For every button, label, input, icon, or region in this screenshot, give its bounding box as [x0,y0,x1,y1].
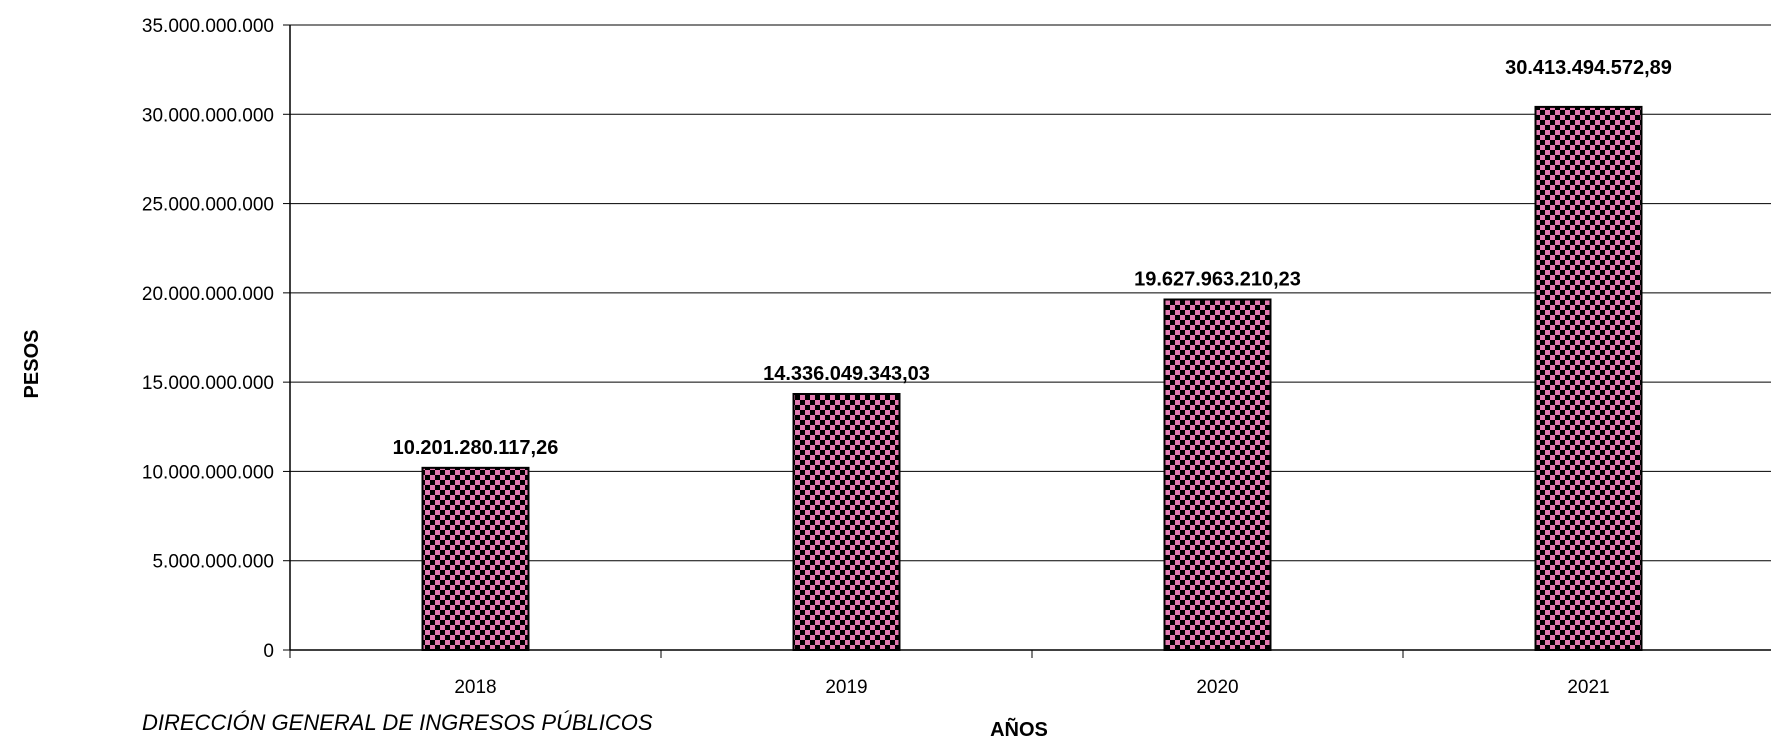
bar-2021 [1534,105,1643,652]
data-label-2019: 14.336.049.343,03 [763,363,930,385]
bars [421,105,1643,652]
x-tick-label-2019: 2019 [825,677,867,698]
y-tick-label: 0 [263,641,274,662]
data-label-2020: 19.627.963.210,23 [1134,269,1301,291]
axes [283,24,1771,658]
x-axis-title: AÑOS [990,718,1048,741]
y-tick-label: 35.000.000.000 [142,16,274,37]
bar-2020 [1163,298,1272,651]
y-tick-label: 5.000.000.000 [152,552,274,573]
x-tick-label-2018: 2018 [454,677,496,698]
y-tick-label: 30.000.000.000 [142,105,274,126]
data-label-2018: 10.201.280.117,26 [393,437,559,459]
y-tick-labels: 0 5.000.000.000 10.000.000.000 15.000.000.0… [142,16,274,662]
x-tick-label-2021: 2021 [1567,677,1609,698]
y-tick-label: 20.000.000.000 [142,284,274,305]
y-tick-label: 15.000.000.000 [142,373,274,394]
x-tick-label-2020: 2020 [1196,677,1238,698]
data-labels: 10.201.280.117,26 14.336.049.343,03 19.627… [393,57,1672,459]
gridlines [290,24,1771,562]
data-label-2021: 30.413.494.572,89 [1505,57,1672,79]
bar-2019 [792,392,901,651]
y-axis-title: PESOS [21,330,43,399]
y-tick-label: 25.000.000.000 [142,195,274,216]
y-tick-label: 10.000.000.000 [142,462,274,483]
x-tick-labels: 2018 2019 2020 2021 [454,677,1609,698]
source-footnote: DIRECCIÓN GENERAL DE INGRESOS PÚBLICOS [142,710,653,735]
bar-2018 [421,466,530,651]
